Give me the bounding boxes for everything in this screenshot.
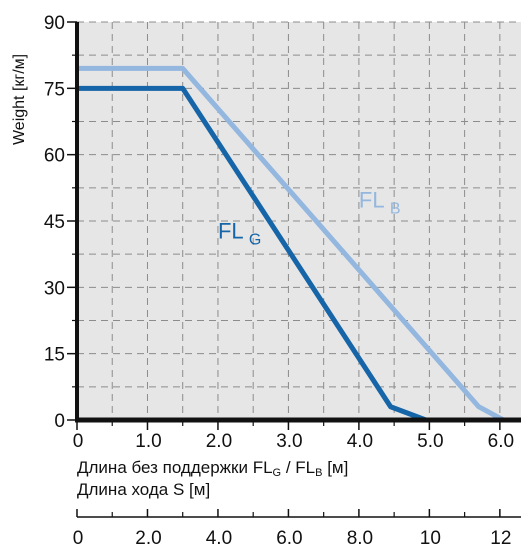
x-tick-label: 5.0 [417,431,443,452]
x-tick-label: 3.0 [276,431,302,452]
series-line-g [77,85,427,423]
y-tick-label: 90 [44,13,65,34]
y-tick-label: 75 [44,79,65,100]
series-label-sub: G [249,232,261,249]
x-axis-label-sub-g: G [273,467,282,479]
x-axis-label-suffix: [м] [322,458,348,477]
secondary-axis-tick-label: 12 [490,528,511,549]
series-label-b: FL B [359,188,401,218]
secondary-axis-tick-label: 6.0 [276,528,302,549]
secondary-axis-tick-label: 0 [73,528,84,549]
series-layer: FL BFL G [77,65,505,423]
y-tick-label: 45 [44,212,65,233]
axes: 0 15 30 45 60 75 90 0 1.0 2.0 3.0 4.0 5.0 6.0 0 2.0 4.0 6… [44,13,521,549]
x-axis-label-prefix: Длина без поддержки FL [77,458,273,477]
secondary-axis-tick-label: 4.0 [206,528,232,549]
secondary-axis-tick-label: 10 [420,528,441,549]
series-label-main: FL [218,219,249,244]
y-axis-label: Weight [кг/м] [11,54,28,145]
x-tick-label: 2.0 [206,431,232,452]
x-tick-label: 4.0 [347,431,373,452]
y-tick-label: 0 [54,411,65,432]
x-tick-label: 0 [73,431,84,452]
series-label-main: FL [359,188,390,213]
y-tick-label: 15 [44,345,65,366]
x-axis-label-stroke: Длина хода S [м] [77,480,210,499]
grid-lines [77,21,521,420]
series-label-g: FL G [218,219,261,249]
y-tick-label: 30 [44,278,65,299]
x-tick-label: 6.0 [488,431,514,452]
x-axis-label-primary: Длина без поддержки FLG / FLB [м] [77,458,348,479]
series-label-sub: B [390,201,401,218]
series-line-b [77,65,505,423]
x-tick-label: 1.0 [135,431,161,452]
x-axis-label-mid: / FL [281,458,315,477]
secondary-axis-tick-label: 8.0 [347,528,373,549]
secondary-axis-tick-label: 2.0 [135,528,161,549]
y-tick-label: 60 [44,146,65,167]
x-axis-label-sub-b: B [315,467,322,479]
labels: Weight [кг/м] Длина без поддержки FLG / … [11,54,348,499]
